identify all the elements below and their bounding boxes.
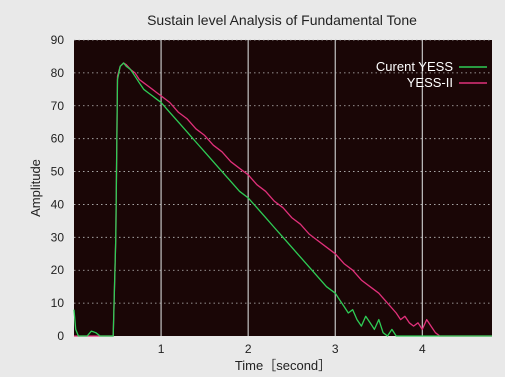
chart-title: Sustain level Analysis of Fundamental To… (147, 12, 417, 28)
x-axis-label: Time［second］ (235, 358, 331, 373)
y-tick-label: 90 (51, 33, 65, 47)
y-tick-label: 0 (57, 329, 64, 343)
legend-label: YESS-II (407, 75, 453, 90)
y-tick-label: 60 (51, 132, 65, 146)
series-line (73, 62, 492, 337)
y-tick-label: 30 (51, 230, 65, 244)
series-line (74, 62, 492, 337)
y-axis-label: Amplitude (28, 159, 43, 217)
y-tick-label: 50 (51, 165, 65, 179)
x-tick-label: 2 (245, 342, 252, 356)
y-tick-label: 40 (51, 197, 65, 211)
legend-label: Curent YESS (376, 59, 453, 74)
y-tick-label: 10 (51, 296, 65, 310)
x-tick-label: 4 (419, 342, 426, 356)
grid (74, 39, 492, 336)
x-axis-ticks: 1 2 3 4 (158, 342, 426, 356)
y-tick-label: 20 (51, 263, 65, 277)
y-tick-label: 80 (51, 66, 65, 80)
y-tick-label: 70 (51, 99, 65, 113)
series-lines (73, 62, 492, 337)
y-axis-ticks: 0 10 20 30 40 50 60 70 80 90 (51, 33, 65, 343)
x-tick-label: 3 (332, 342, 339, 356)
x-tick-label: 1 (158, 342, 165, 356)
